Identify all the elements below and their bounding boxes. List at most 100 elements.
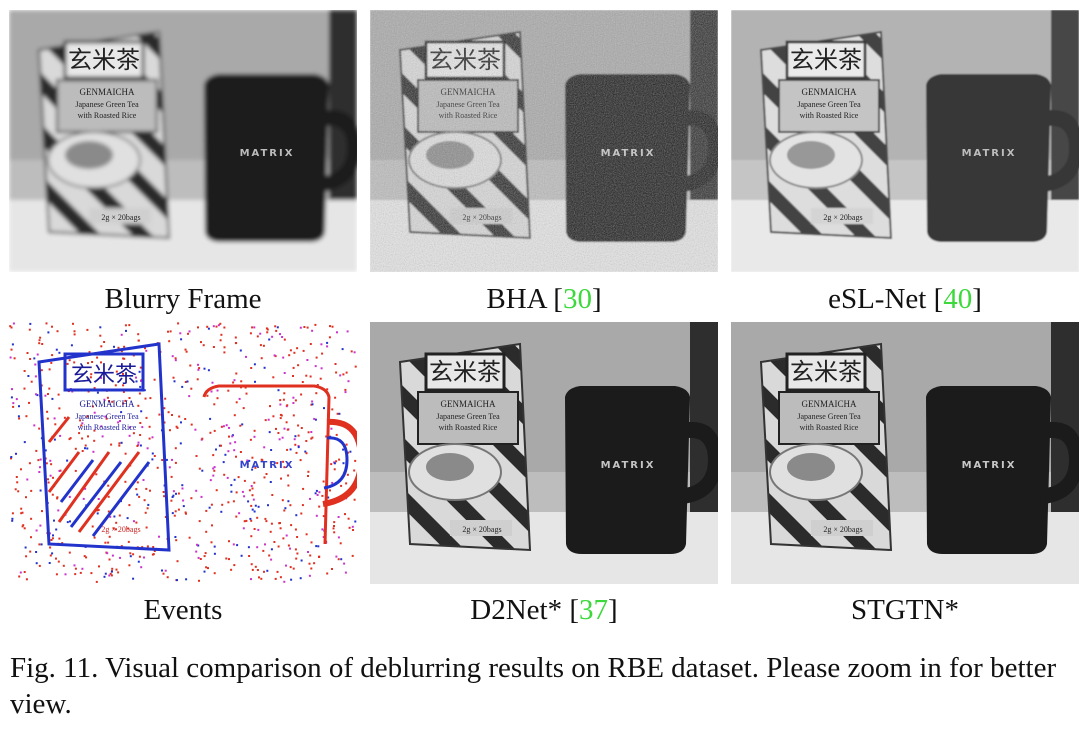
event-dot: [33, 357, 36, 360]
event-dot: [250, 519, 253, 522]
event-dot: [281, 336, 284, 338]
event-dot: [66, 459, 69, 462]
event-dot: [39, 489, 42, 492]
event-dot: [169, 429, 171, 432]
event-dot: [171, 496, 174, 498]
event-dot: [51, 493, 54, 496]
event-dot: [344, 391, 347, 394]
event-dot: [109, 572, 112, 575]
event-dot: [248, 489, 251, 492]
event-dot: [206, 394, 209, 397]
panel-bha: 玄米茶 GENMAICHA Japanese Green Tea with Ro…: [370, 10, 718, 272]
event-dot: [86, 447, 89, 450]
event-dot: [186, 380, 189, 383]
event-dot: [336, 331, 338, 334]
event-dot: [276, 570, 279, 573]
event-dot: [201, 469, 204, 472]
event-dot: [234, 336, 237, 339]
event-dot: [335, 555, 338, 558]
event-dot: [138, 555, 141, 558]
event-dot: [233, 564, 236, 567]
event-dot: [47, 478, 49, 481]
citation-link[interactable]: 37: [579, 594, 609, 626]
event-dot: [320, 367, 323, 370]
event-dot: [122, 390, 125, 393]
event-dot: [337, 558, 340, 561]
event-dot: [210, 390, 213, 393]
citation-link[interactable]: 40: [943, 283, 973, 315]
event-dot: [175, 492, 177, 495]
event-dot: [346, 473, 349, 476]
event-dot: [305, 440, 308, 442]
event-dot: [256, 569, 259, 571]
event-dot: [30, 380, 33, 383]
event-dot: [161, 459, 164, 461]
event-dot: [10, 456, 13, 458]
event-dot: [173, 514, 176, 517]
event-dot: [176, 426, 179, 429]
event-dot: [238, 512, 241, 515]
event-dot: [195, 489, 198, 492]
event-dot: [341, 348, 344, 351]
event-dot: [156, 466, 159, 469]
event-dot: [296, 536, 299, 538]
event-dot: [327, 496, 330, 499]
event-dot: [196, 378, 199, 381]
event-dot: [250, 535, 253, 538]
event-dot: [107, 484, 110, 487]
event-dot: [220, 425, 223, 428]
citation-link[interactable]: 30: [562, 283, 592, 315]
event-dot: [138, 495, 141, 498]
event-dot: [54, 423, 57, 426]
event-dot: [269, 405, 271, 408]
event-dot: [46, 417, 49, 420]
event-dot: [329, 489, 331, 492]
event-dot: [306, 359, 309, 361]
event-dot: [202, 344, 205, 347]
event-dot: [353, 351, 356, 354]
event-dot: [86, 328, 89, 331]
event-dot: [236, 544, 239, 547]
event-dot: [120, 411, 123, 414]
event-dot: [140, 566, 143, 569]
event-dot: [235, 372, 238, 375]
event-dot: [53, 519, 55, 522]
event-dot: [292, 402, 295, 404]
event-dot: [139, 385, 142, 388]
event-dot: [254, 565, 257, 568]
event-dot: [25, 415, 28, 418]
event-dot: [45, 322, 48, 325]
event-dot: [98, 565, 100, 568]
event-dot: [333, 468, 336, 471]
event-dot: [215, 448, 217, 451]
event-dot: [185, 512, 187, 515]
event-dot: [261, 459, 264, 462]
event-dot: [66, 521, 69, 524]
event-dot: [223, 351, 226, 354]
event-dot: [122, 372, 124, 375]
event-dot: [110, 443, 113, 446]
event-dot: [212, 325, 215, 328]
event-dot: [177, 492, 180, 495]
event-dot: [151, 452, 154, 455]
event-dot: [209, 431, 212, 434]
event-dot: [169, 330, 172, 333]
event-dot: [243, 479, 246, 482]
event-dot: [305, 374, 308, 377]
event-dot: [10, 326, 13, 329]
event-dot: [277, 432, 280, 434]
event-dot: [181, 484, 184, 487]
event-dot: [45, 462, 48, 465]
event-dot: [281, 499, 284, 502]
event-dot: [38, 543, 41, 546]
event-dot: [211, 381, 214, 384]
event-dot: [170, 475, 173, 478]
event-dot: [340, 558, 343, 561]
event-dot: [230, 484, 233, 487]
event-dot: [272, 415, 275, 418]
event-dot: [253, 528, 256, 530]
event-dot: [256, 335, 259, 338]
event-dot: [295, 557, 298, 560]
event-dot: [44, 449, 47, 452]
event-dot: [287, 500, 290, 503]
